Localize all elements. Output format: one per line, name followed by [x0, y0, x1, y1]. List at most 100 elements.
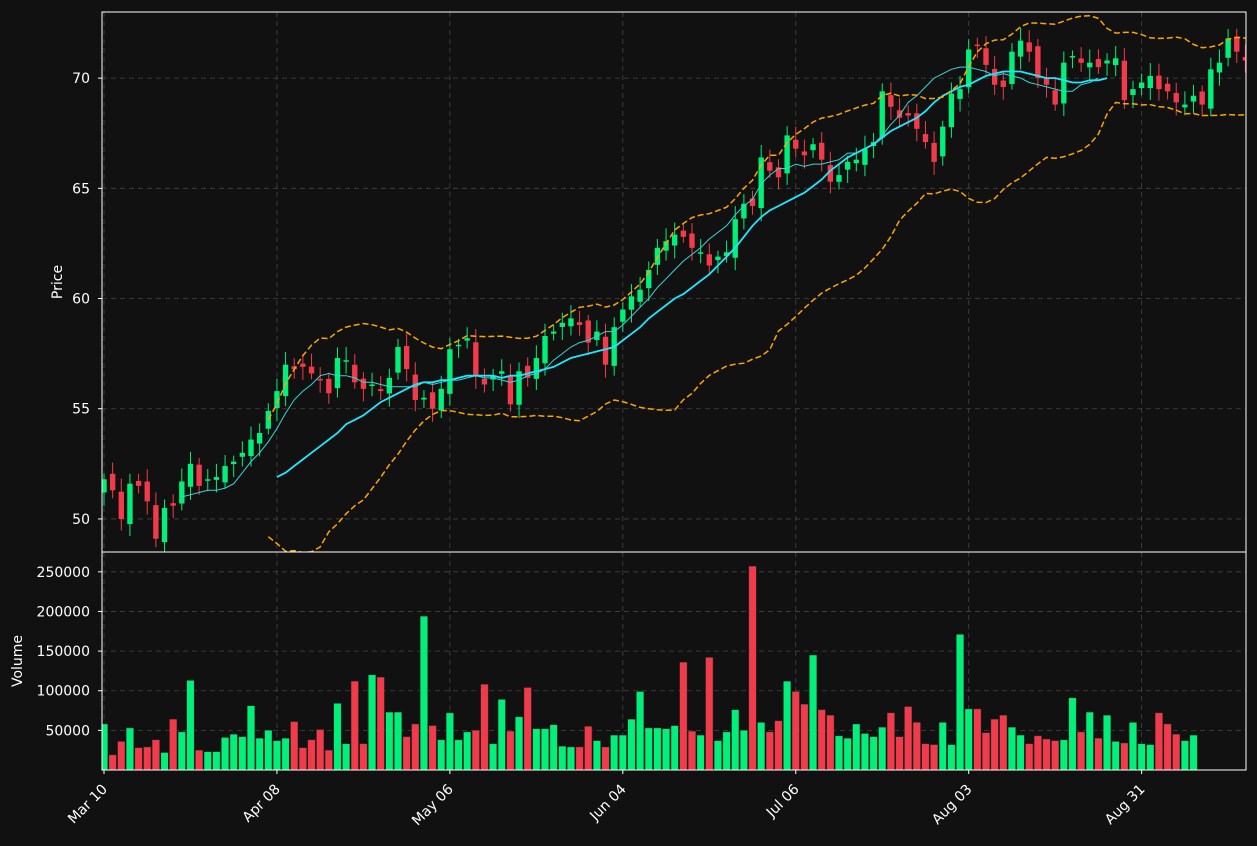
volume-bar — [1008, 726, 1016, 770]
candle — [213, 463, 220, 493]
volume-bar — [549, 724, 558, 770]
candle-body — [1052, 90, 1058, 105]
candle — [957, 75, 963, 112]
volume-bar — [982, 732, 990, 770]
candle — [205, 468, 211, 492]
volume-bar — [662, 728, 670, 770]
candle — [594, 320, 600, 347]
candle — [395, 338, 401, 380]
volume-bar — [420, 616, 428, 770]
candle-body — [689, 233, 695, 248]
candle — [360, 372, 367, 402]
volume-bar — [350, 681, 359, 770]
candle-body — [455, 344, 462, 347]
x-tick-label: Apr 08 — [240, 782, 284, 826]
volume-bar — [385, 711, 394, 770]
candle — [672, 222, 678, 259]
candle-body — [1147, 75, 1153, 89]
volume-bar — [748, 566, 757, 770]
candle — [836, 164, 842, 190]
volume-bar — [264, 730, 273, 770]
candle — [473, 329, 479, 389]
volume-bar — [152, 739, 160, 770]
volume-bar — [290, 721, 299, 770]
volume-bar — [852, 723, 861, 770]
volume-bar — [783, 681, 791, 770]
volume-bar — [221, 737, 229, 770]
candle — [1216, 49, 1223, 86]
candle-body — [905, 113, 911, 116]
candle — [810, 137, 816, 158]
candle-body — [222, 466, 228, 483]
candle — [1225, 28, 1231, 67]
grid-lines — [102, 12, 1246, 770]
candle — [559, 312, 565, 341]
volume-bar — [947, 744, 956, 770]
candle — [429, 382, 436, 422]
volume-bar — [1094, 738, 1103, 770]
candle — [352, 354, 358, 389]
candle-body — [412, 374, 418, 400]
candle — [447, 337, 453, 406]
candle-body — [300, 363, 306, 367]
x-tick-label: Aug 31 — [1102, 782, 1148, 828]
candle — [801, 139, 808, 169]
candle — [525, 357, 531, 387]
volume-bar — [722, 731, 731, 770]
candle-body — [637, 289, 643, 302]
volume-bar — [316, 729, 325, 770]
candle-body — [836, 175, 842, 182]
candle — [784, 126, 790, 185]
candle — [827, 151, 834, 194]
candle-body — [533, 358, 540, 379]
candle — [1121, 47, 1128, 109]
price-axis-label: Price — [50, 265, 66, 299]
volume-bar — [653, 727, 662, 770]
volume-bar — [212, 751, 221, 770]
candle — [196, 457, 202, 495]
candle-body — [109, 473, 116, 491]
volume-panel-frame — [101, 551, 1247, 771]
volume-bar — [1085, 711, 1094, 770]
volume-bar — [411, 723, 420, 770]
candle-body — [741, 203, 747, 219]
candle — [1234, 28, 1240, 64]
candle-body — [161, 507, 168, 543]
candle-body — [499, 371, 505, 374]
candle — [153, 492, 159, 548]
candle-body — [239, 452, 246, 457]
volume-bar — [869, 736, 878, 770]
candle — [896, 97, 903, 127]
candle-body — [135, 480, 142, 486]
candle-body — [213, 477, 220, 480]
candle-body — [983, 48, 989, 65]
x-tick-label: Mar 10 — [65, 782, 111, 828]
candle — [109, 462, 116, 499]
candle-body — [179, 481, 185, 504]
candle — [1052, 77, 1058, 111]
candle — [1026, 30, 1032, 62]
volume-bars — [102, 566, 1198, 770]
candle-body — [144, 481, 150, 502]
candle — [161, 499, 168, 552]
candle — [767, 149, 773, 178]
candle-body — [853, 159, 859, 164]
candle — [118, 478, 124, 531]
candle-body — [1078, 58, 1084, 63]
candle-body — [153, 505, 159, 539]
volume-bar — [203, 751, 212, 770]
volume-bar — [463, 731, 472, 770]
candle-body — [1216, 62, 1223, 73]
candle-body — [1130, 89, 1136, 95]
candle — [931, 131, 937, 175]
candle — [334, 347, 341, 398]
candle — [1208, 57, 1214, 117]
volume-bar — [567, 746, 575, 770]
volume-tick-label: 200000 — [37, 604, 90, 620]
candle — [378, 376, 384, 401]
candle-body — [352, 364, 358, 383]
candle — [170, 494, 176, 518]
candle-body — [291, 366, 297, 370]
